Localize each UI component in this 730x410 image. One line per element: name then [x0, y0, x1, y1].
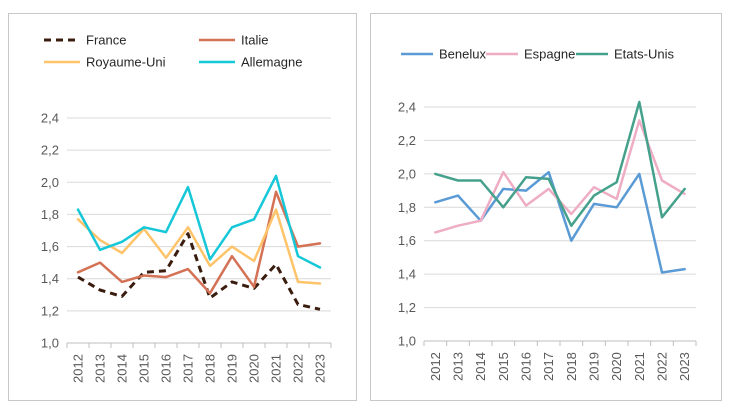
- series-line-france: [77, 232, 321, 311]
- left-y-tick-label: 1,4: [41, 271, 59, 286]
- right-y-tick-label: 1,6: [398, 233, 416, 248]
- left-x-tick-label: 2014: [115, 354, 130, 383]
- right-legend: Benelux Espagne Etats-Unis: [401, 47, 674, 62]
- series-line-royaume-uni: [76, 208, 322, 285]
- left-x-tick-label: 2013: [93, 354, 108, 383]
- left-x-tick-label: 2012: [71, 354, 86, 383]
- right-x-tick-label: 2014: [473, 352, 488, 381]
- legend-label-benelux: Benelux: [439, 47, 486, 62]
- series-line-allemagne: [76, 174, 322, 269]
- legend-label-royaume-uni: Royaume-Uni: [86, 55, 166, 70]
- right-x-axis: 2012 2013 2014 2015 2016 2017 2018 2019 2020 2021…: [423, 341, 697, 381]
- right-x-tick-label: 2019: [587, 352, 602, 381]
- left-y-axis: 1,0 1,2 1,4 1,6 1,8 2,0 2,2 2,4: [41, 111, 59, 351]
- right-y-tick-label: 1,0: [398, 334, 416, 349]
- right-x-tick-label: 2012: [428, 352, 443, 381]
- left-y-tick-label: 2,0: [41, 175, 59, 190]
- right-y-tick-label: 1,2: [398, 300, 416, 315]
- legend-label-allemagne: Allemagne: [241, 55, 302, 70]
- right-y-tick-label: 2,2: [398, 133, 416, 148]
- legend-item-italie: Italie: [199, 33, 268, 48]
- legend-item-benelux: Benelux: [401, 47, 486, 62]
- right-y-tick-label: 1,4: [398, 267, 416, 282]
- right-y-tick-label: 1,8: [398, 200, 416, 215]
- right-x-tick-label: 2023: [677, 352, 692, 381]
- legend-item-allemagne: Allemagne: [199, 55, 302, 70]
- left-x-tick-label: 2018: [203, 354, 218, 383]
- legend-item-royaume-uni: Royaume-Uni: [44, 55, 166, 70]
- left-x-tick-label: 2015: [137, 354, 152, 383]
- left-y-tick-label: 1,2: [41, 303, 59, 318]
- legend-label-etats-unis: Etats-Unis: [614, 47, 674, 62]
- legend-label-france: France: [86, 33, 126, 48]
- right-x-tick-label: 2013: [451, 352, 466, 381]
- chart-panel-left: 1,0 1,2 1,4 1,6 1,8 2,0 2,2 2,4 2012 2013 2014 2015…: [8, 13, 357, 401]
- right-x-tick-label: 2018: [564, 352, 579, 381]
- right-y-tick-label: 2,0: [398, 166, 416, 181]
- left-y-tick-label: 1,6: [41, 239, 59, 254]
- chart-panel-right: 1,0 1,2 1,4 1,6 1,8 2,0 2,2 2,4 2012 2013 2014 2015…: [370, 13, 722, 401]
- right-y-tick-label: 2,4: [398, 100, 416, 115]
- series-line-benelux: [434, 170, 686, 274]
- chart-right-svg: 1,0 1,2 1,4 1,6 1,8 2,0 2,2 2,4 2012 2013 2014 2015…: [398, 47, 697, 381]
- series-line-italie: [76, 190, 322, 295]
- left-x-tick-label: 2019: [225, 354, 240, 383]
- left-legend: France Italie Royaume-Uni Allemagne: [44, 33, 302, 70]
- legend-label-italie: Italie: [241, 33, 268, 48]
- right-y-axis: 1,0 1,2 1,4 1,6 1,8 2,0 2,2 2,4: [398, 100, 416, 349]
- legend-item-france: France: [44, 33, 126, 48]
- right-x-tick-label: 2015: [496, 352, 511, 381]
- right-x-tick-label: 2016: [519, 352, 534, 381]
- left-x-axis: 2012 2013 2014 2015 2016 2017 2018 2019 2020 2021…: [66, 343, 332, 383]
- right-x-tick-label: 2017: [541, 352, 556, 381]
- right-x-tick-label: 2021: [632, 352, 647, 381]
- left-x-tick-label: 2020: [247, 354, 262, 383]
- left-x-tick-label: 2022: [291, 354, 306, 383]
- left-x-tick-label: 2017: [181, 354, 196, 383]
- right-x-tick-label: 2020: [609, 352, 624, 381]
- legend-label-espagne: Espagne: [524, 47, 575, 62]
- left-y-tick-label: 1,0: [41, 336, 59, 351]
- left-x-tick-label: 2023: [313, 354, 328, 383]
- series-line-etats-unis: [434, 100, 686, 227]
- left-x-tick-label: 2016: [159, 354, 174, 383]
- legend-item-espagne: Espagne: [486, 47, 575, 62]
- chart-left-svg: 1,0 1,2 1,4 1,6 1,8 2,0 2,2 2,4 2012 2013 2014 2015…: [41, 33, 332, 383]
- left-y-tick-label: 1,8: [41, 207, 59, 222]
- left-y-tick-label: 2,4: [41, 111, 59, 126]
- legend-item-etats-unis: Etats-Unis: [576, 47, 674, 62]
- right-x-tick-label: 2022: [655, 352, 670, 381]
- left-y-tick-label: 2,2: [41, 143, 59, 158]
- left-x-tick-label: 2021: [269, 354, 284, 383]
